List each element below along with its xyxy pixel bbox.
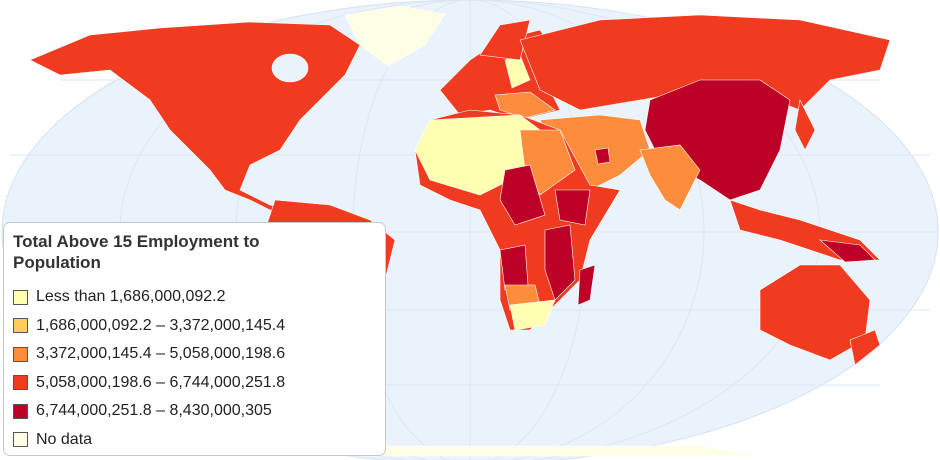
legend-label: 6,744,000,251.8 – 8,430,000,305: [36, 402, 272, 420]
legend-item: 5,058,000,198.6 – 6,744,000,251.8: [13, 369, 376, 398]
legend-title: Total Above 15 Employment to Population: [13, 232, 260, 272]
legend-swatch: [13, 318, 28, 334]
legend-label: 1,686,000,092.2 – 3,372,000,145.4: [36, 316, 286, 334]
country: [499, 164, 546, 226]
country: [639, 144, 701, 211]
country: [544, 224, 576, 301]
legend-label: 3,372,000,145.4 – 5,058,000,198.6: [36, 345, 286, 363]
country: [519, 14, 891, 111]
legend-item: 3,372,000,145.4 – 5,058,000,198.6: [13, 340, 376, 369]
legend-item: 6,744,000,251.8 – 8,430,000,305: [13, 397, 376, 426]
legend-label: No data: [36, 430, 93, 448]
legend-label: Less than 1,686,000,092.2: [36, 288, 226, 306]
country: [499, 244, 529, 291]
countries: [29, 5, 891, 457]
water: [271, 53, 309, 83]
legend-label: 5,058,000,198.6 – 6,744,000,251.8: [36, 373, 286, 391]
country: [509, 299, 556, 331]
legend-item: 1,686,000,092.2 – 3,372,000,145.4: [13, 312, 376, 341]
country: [577, 264, 596, 306]
legend-swatch: [13, 375, 28, 391]
legend-swatch: [13, 432, 28, 448]
legend-item: Less than 1,686,000,092.2: [13, 283, 376, 312]
legend-swatch: [13, 346, 28, 362]
legend: Total Above 15 Employment to Population …: [3, 222, 386, 456]
country: [819, 239, 876, 263]
country: [494, 91, 556, 119]
country: [594, 147, 611, 165]
country: [849, 329, 881, 366]
country: [554, 189, 591, 226]
legend-swatch: [13, 289, 28, 305]
legend-item: No data: [13, 426, 376, 455]
legend-items: Less than 1,686,000,092.2 1,686,000,092.2…: [13, 283, 376, 454]
country: [479, 19, 531, 61]
country: [794, 99, 816, 151]
legend-swatch: [13, 403, 28, 419]
